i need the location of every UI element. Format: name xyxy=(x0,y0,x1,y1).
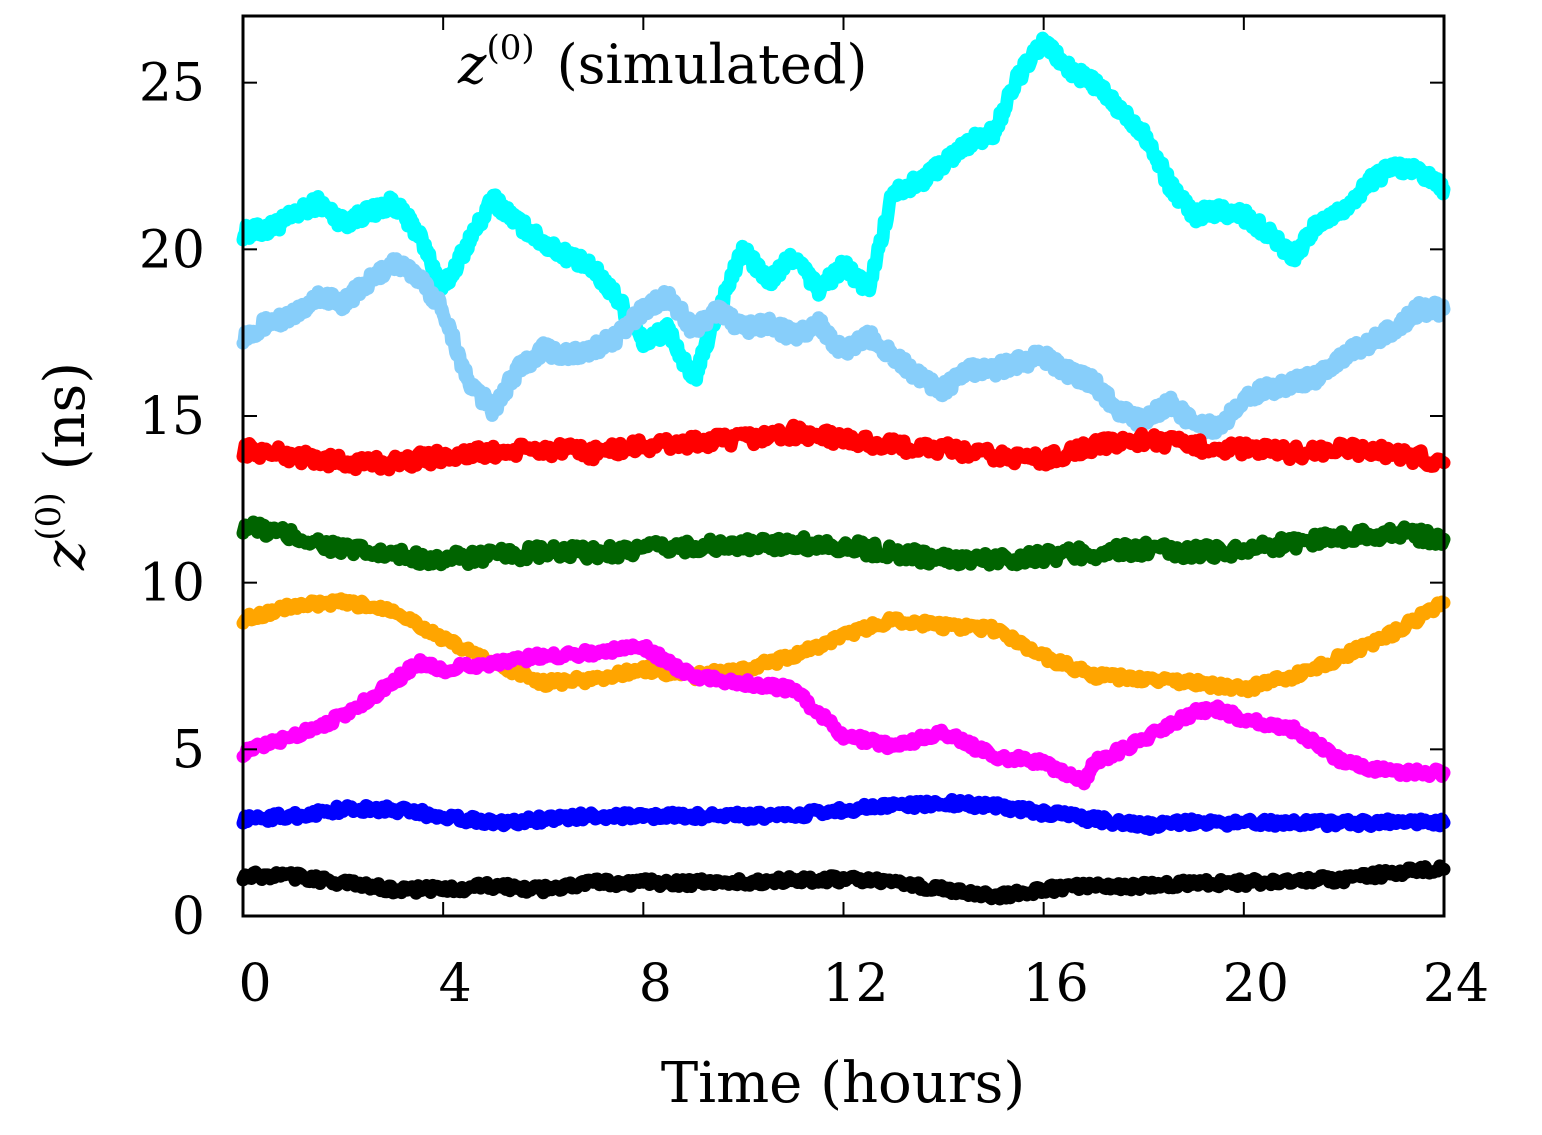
x-tick-label: 12 xyxy=(822,954,888,1014)
x-tick-label: 20 xyxy=(1223,954,1289,1014)
y-tick-label: 20 xyxy=(139,220,205,280)
y-tick-label: 0 xyxy=(172,887,205,947)
series-line-blue xyxy=(236,793,1451,836)
y-tick-label: 10 xyxy=(139,554,205,614)
x-tick-label: 4 xyxy=(439,954,472,1014)
x-tick-label: 0 xyxy=(238,954,271,1014)
series-line-cyan xyxy=(236,31,1451,387)
series-line-lightblue xyxy=(236,252,1451,440)
y-axis-label: z(0) (ns) xyxy=(29,362,98,571)
x-tick-label: 8 xyxy=(639,954,672,1014)
series-line-magenta xyxy=(236,638,1451,791)
y-label-rest: (ns) xyxy=(33,362,98,471)
x-axis-label: Time (hours) xyxy=(661,1051,1025,1116)
y-label-symbol: z xyxy=(33,540,98,571)
y-tick-label: 15 xyxy=(139,387,205,447)
title-rest: (simulated) xyxy=(557,33,868,96)
y-tick-label: 25 xyxy=(139,54,205,114)
y-tick-label: 5 xyxy=(172,720,205,780)
y-axis-label-group: z(0) (ns) xyxy=(29,362,98,571)
series-line-darkgreen xyxy=(236,515,1451,572)
title-superscript: (0) xyxy=(486,28,534,68)
y-label-superscript: (0) xyxy=(29,492,69,540)
series-line-red xyxy=(236,418,1451,477)
chart-title: z(0) (simulated) xyxy=(457,28,867,96)
title-symbol: z xyxy=(457,33,487,96)
tick-layer: 0 4 8 12 16 20 24 0 5 10 15 20 25 xyxy=(139,16,1489,1014)
series-layer xyxy=(236,31,1451,906)
series-line-orange xyxy=(236,592,1451,699)
x-tick-label: 16 xyxy=(1023,954,1089,1014)
series-line-black xyxy=(236,859,1451,906)
x-tick-label: 24 xyxy=(1423,954,1489,1014)
